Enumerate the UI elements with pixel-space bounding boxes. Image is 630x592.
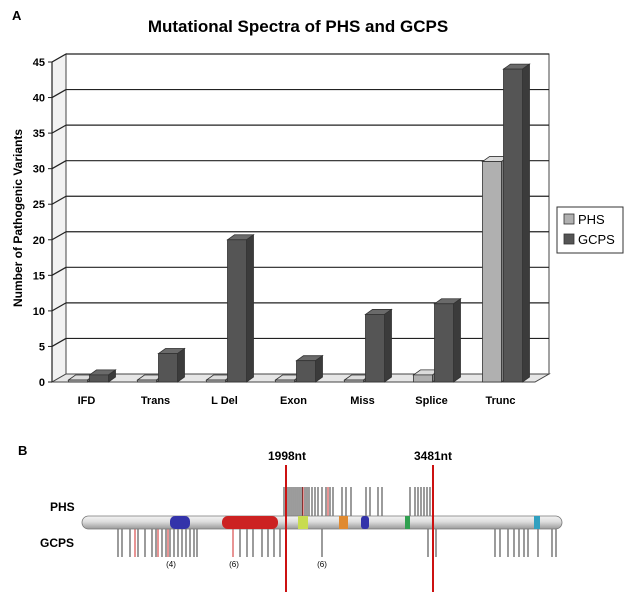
gene-tube (81, 515, 563, 530)
y-tick-label: 10 (33, 306, 45, 318)
row-label-phs: PHS (50, 500, 75, 514)
domain-blue-2 (361, 516, 369, 529)
legend-swatch-phs (563, 213, 575, 225)
x-tick-label: Miss (350, 395, 374, 407)
gridline (51, 266, 67, 276)
bar-front (89, 374, 109, 383)
bar-gcps-ifd (88, 369, 117, 383)
bar-front (482, 161, 502, 383)
domain-orange (339, 516, 348, 529)
bar-front (296, 360, 316, 383)
cluster-count-1: (4) (166, 560, 176, 569)
phs-variant-ticks (283, 487, 431, 516)
y-tick-label: 25 (33, 199, 45, 211)
bar-front (344, 379, 364, 383)
gridline (51, 53, 67, 63)
gridline (51, 160, 67, 170)
bar-gcps-l-del (226, 234, 255, 383)
y-axis-ticks: 0 5 10 15 20 25 30 35 40 45 (33, 57, 53, 389)
x-tick-label: IFD (78, 395, 96, 407)
domain-green (405, 516, 410, 529)
gridline (51, 231, 67, 241)
bar-front (158, 353, 178, 383)
y-tick-label: 0 (39, 377, 45, 389)
gene-bar (81, 515, 563, 530)
chart-gridlines (51, 53, 549, 347)
bar-gcps-trans (157, 347, 186, 383)
y-tick-label: 35 (33, 128, 45, 140)
gridline (51, 124, 67, 134)
gcps-variant-ticks (117, 529, 557, 557)
bar-gcps-exon (295, 354, 324, 383)
chart-side-wall (51, 53, 67, 383)
gridline (51, 302, 67, 312)
y-tick-label: 5 (39, 341, 45, 353)
domain-teal (534, 516, 540, 529)
row-label-gcps: GCPS (40, 536, 74, 550)
legend-label-gcps: GCPS (578, 232, 615, 247)
y-tick-label: 45 (33, 57, 45, 69)
bar-side (177, 347, 185, 383)
legend-label-phs: PHS (578, 212, 605, 227)
bar-front (227, 239, 247, 383)
chart-bars (67, 63, 531, 383)
chart-title: Mutational Spectra of PHS and GCPS (148, 17, 448, 36)
bar-gcps-trunc (502, 63, 531, 383)
y-tick-label: 40 (33, 93, 45, 105)
x-tick-label: L Del (211, 395, 238, 407)
panel-b-label: B (18, 443, 27, 458)
bar-front (434, 303, 454, 383)
chart-back-wall (65, 53, 550, 375)
gridline (51, 89, 67, 99)
bar-gcps-miss (364, 308, 393, 383)
x-tick-label: Trans (141, 395, 170, 407)
bar-side (384, 308, 392, 383)
marker-label-3481: 3481nt (414, 449, 452, 463)
x-tick-label: Exon (280, 395, 307, 407)
y-tick-label: 20 (33, 235, 45, 247)
y-tick-label: 30 (33, 164, 45, 176)
x-tick-label: Splice (415, 395, 447, 407)
bar-front (413, 374, 433, 383)
domain-blue-1 (170, 516, 190, 529)
bar-gcps-splice (433, 298, 462, 383)
chart-background (50, 53, 551, 383)
cluster-count-3: (6) (317, 560, 327, 569)
x-axis-ticks: IFD Trans L Del Exon Miss Splice Trunc (78, 395, 516, 407)
bar-front (137, 379, 157, 383)
legend-swatch-gcps (563, 233, 575, 245)
bar-front (206, 379, 226, 383)
gridline (51, 195, 67, 205)
bar-front (68, 379, 88, 383)
x-tick-label: Trunc (486, 395, 516, 407)
gridline (51, 337, 67, 347)
bar-front (503, 68, 523, 383)
bar-side (522, 63, 530, 383)
bar-side (246, 234, 254, 383)
panel-a-label: A (12, 8, 22, 23)
bar-front (365, 314, 385, 383)
cluster-count-2: (6) (229, 560, 239, 569)
bar-side (315, 354, 323, 383)
bar-front (275, 379, 295, 383)
y-axis-label: Number of Pathogenic Variants (11, 129, 25, 307)
marker-label-1998: 1998nt (268, 449, 306, 463)
y-tick-label: 15 (33, 270, 45, 282)
legend: PHS GCPS (556, 206, 624, 254)
bar-side (453, 298, 461, 383)
domain-red (222, 516, 278, 529)
domain-yellow (298, 516, 308, 529)
